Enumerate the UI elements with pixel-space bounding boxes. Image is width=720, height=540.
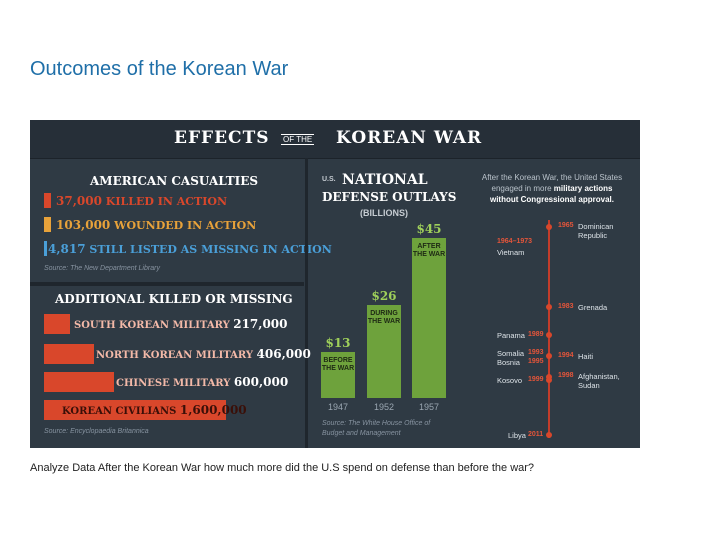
timeline-dot (546, 353, 552, 359)
row-north-korean-number: 406,000 (256, 347, 311, 361)
analysis-question: Analyze Data After the Korean War how mu… (30, 462, 535, 474)
event-bosnia-name: Bosnia (497, 358, 520, 367)
casualty-marker-killed (44, 193, 51, 208)
event-vietnam-name: Vietnam (497, 248, 525, 257)
event-grenada-year: 1983 (558, 303, 574, 310)
event-afghanistan-year: 1998 (558, 372, 574, 379)
spending-label-us: U.S. (322, 176, 336, 183)
row-korean-civilians: KOREAN CIVILIANS 1,600,000 (62, 403, 247, 417)
infographic-title-of-the: OF THE (281, 134, 315, 145)
event-afghanistan-name: Afghanistan, (578, 372, 620, 381)
outlay-value-1952: $26 (371, 289, 397, 303)
event-dominican-year: 1965 (558, 222, 574, 229)
outlay-year-1952: 1952 (373, 402, 395, 412)
row-chinese: CHINESE MILITARY 600,000 (116, 375, 288, 389)
additional-source: Source: Encyclopaedia Britannica (44, 428, 149, 435)
event-libya-name: Libya (508, 431, 526, 440)
bar-north-korean (44, 344, 94, 364)
row-north-korean: NORTH KOREAN MILITARY 406,000 (96, 347, 311, 361)
event-haiti-year: 1994 (558, 352, 574, 359)
spending-source-line2: Budget and Management (322, 430, 401, 437)
infographic-title-left: EFFECTS (174, 128, 270, 148)
event-somalia-year: 1993 (528, 349, 544, 356)
spending-label-unit: (BILLIONS) (360, 208, 408, 218)
casualty-wounded-label: WOUNDED IN ACTION (114, 219, 257, 232)
event-haiti-name: Haiti (578, 352, 594, 361)
casualty-wounded: 103,000 WOUNDED IN ACTION (56, 218, 256, 232)
row-chinese-number: 600,000 (233, 375, 289, 389)
bar-chinese (44, 372, 114, 392)
row-chinese-label: CHINESE MILITARY (116, 378, 231, 389)
timeline-intro-text: After the Korean War, the United States … (481, 173, 623, 193)
casualties-heading: AMERICAN CASUALTIES (90, 174, 259, 188)
timeline-line (548, 220, 550, 438)
event-dominican-name: Dominican (578, 222, 614, 231)
outlay-note-1947: BEFORE THE WAR (321, 357, 355, 372)
row-korean-civilians-number: 1,600,000 (179, 403, 247, 417)
casualty-marker-missing (44, 241, 47, 256)
casualty-killed-label: KILLED IN ACTION (105, 195, 227, 208)
timeline-intro-bold: military actions without Congressional a… (489, 184, 614, 204)
casualty-marker-wounded (44, 217, 51, 232)
event-vietnam-year: 1964–1973 (497, 238, 533, 245)
casualties-source: Source: The New Department Library (44, 265, 160, 272)
bar-korean-civilians (44, 400, 226, 420)
outlay-value-1947: $13 (325, 336, 351, 350)
bar-south-korean (44, 314, 70, 334)
event-kosovo-year: 1999 (528, 376, 544, 383)
casualty-missing: 4,817 STILL LISTED AS MISSING IN ACTION (48, 242, 332, 256)
event-dominican-name-2: Republic (578, 231, 608, 240)
row-north-korean-label: NORTH KOREAN MILITARY (96, 350, 254, 361)
event-panama-name: Panama (497, 331, 525, 340)
row-korean-civilians-label: KOREAN CIVILIANS (62, 406, 177, 417)
event-grenada-name: Grenada (578, 303, 608, 312)
additional-heading: ADDITIONAL KILLED OR MISSING (55, 292, 293, 306)
casualty-missing-label: STILL LISTED AS MISSING IN ACTION (89, 243, 332, 256)
infographic-title-right: KOREAN WAR (336, 128, 483, 148)
event-bosnia-year: 1995 (528, 358, 544, 365)
outlay-note-1957: AFTER THE WAR (412, 243, 446, 258)
column-divider (305, 158, 308, 448)
timeline-dot (546, 432, 552, 438)
korean-war-infographic: EFFECTS OF THE KOREAN WAR AMERICAN CASUA… (30, 120, 640, 448)
timeline-dot (546, 304, 552, 310)
outlay-value-1957: $45 (416, 222, 442, 236)
casualty-wounded-number: 103,000 (56, 218, 111, 232)
event-panama-year: 1989 (528, 331, 544, 338)
event-somalia-name: Somalia (497, 349, 525, 358)
timeline-dot (546, 332, 552, 338)
casualty-missing-number: 4,817 (48, 242, 86, 256)
event-libya-year: 2011 (528, 431, 544, 438)
casualty-killed-number: 37,000 (56, 194, 102, 208)
spending-source-line1: Source: The White House Office of (322, 420, 431, 427)
slide-title: Outcomes of the Korean War (30, 58, 289, 80)
event-kosovo-name: Kosovo (497, 376, 523, 385)
row-south-korean-label: SOUTH KOREAN MILITARY (74, 320, 230, 331)
casualty-killed: 37,000 KILLED IN ACTION (56, 194, 227, 208)
spending-label-defense: DEFENSE OUTLAYS (322, 190, 457, 204)
outlay-bar-1952 (367, 305, 401, 398)
outlay-bar-1947 (321, 352, 355, 398)
row-south-korean-number: 217,000 (233, 317, 288, 331)
infographic-header: EFFECTS OF THE KOREAN WAR (30, 120, 640, 159)
spending-label-national: NATIONAL (342, 172, 428, 188)
timeline-dot (546, 377, 552, 383)
outlay-year-1957: 1957 (418, 402, 440, 412)
timeline-intro: After the Korean War, the United States … (477, 172, 627, 205)
outlay-bar-1957 (412, 238, 446, 398)
row-south-korean: SOUTH KOREAN MILITARY 217,000 (74, 317, 288, 331)
outlay-note-1952: DURING THE WAR (367, 310, 401, 325)
event-afghanistan-name-2: Sudan (578, 381, 600, 390)
section-divider (30, 282, 304, 286)
outlay-year-1947: 1947 (327, 402, 349, 412)
timeline-dot (546, 224, 552, 230)
